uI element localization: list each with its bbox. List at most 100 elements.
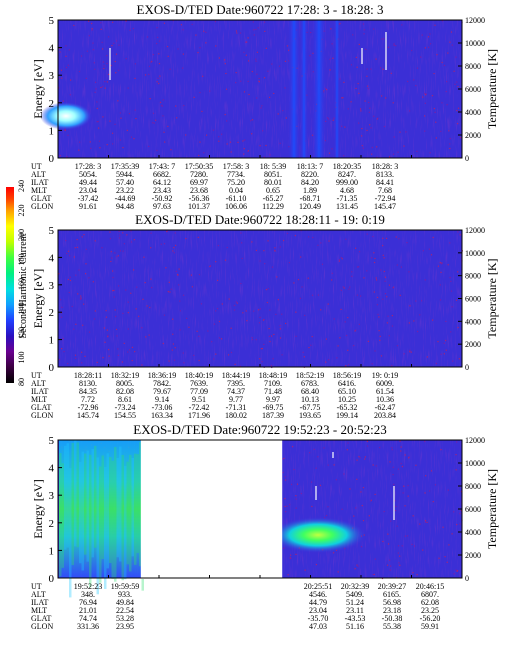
ephemeris-value: 23.68	[190, 186, 208, 195]
ephemeris-value: 145.47	[374, 202, 396, 211]
ephemeris-value: 21.01	[79, 606, 97, 615]
data-gap	[140, 439, 283, 579]
y-tick-label: 0	[49, 362, 55, 374]
ephemeris-row-label: MLT	[31, 606, 47, 615]
ephemeris-value: 76.94	[79, 598, 97, 607]
y2-tick-label: 6000	[465, 295, 481, 304]
ephemeris-row-label: GLON	[31, 411, 53, 420]
ephemeris-value: 8051.	[264, 170, 282, 179]
ephemeris-value: 51.16	[346, 622, 364, 631]
ephemeris-value: 9.51	[192, 395, 206, 404]
ephemeris-value: 57.40	[116, 178, 134, 187]
ephemeris-value: 5054.	[79, 170, 97, 179]
ephemeris-value: 131.45	[336, 202, 358, 211]
ephemeris-value: 933.	[118, 590, 132, 599]
ephemeris-value: 163.34	[151, 411, 173, 420]
ephemeris-value: -69.75	[263, 403, 284, 412]
ephemeris-value: 64.12	[153, 178, 171, 187]
ephemeris-value: 23.04	[309, 606, 327, 615]
ephemeris-value: 65.10	[338, 387, 356, 396]
colorbar-tick-label: 160	[17, 278, 26, 290]
ephemeris-value: 17:43: 7	[149, 162, 175, 171]
ephemeris-value: 18:56:19	[333, 371, 361, 380]
ephemeris-value: 180.02	[225, 411, 247, 420]
ephemeris-value: 10.13	[301, 395, 319, 404]
y-tick-label: 1	[49, 125, 55, 137]
y2-tick-label: 4000	[465, 528, 481, 537]
ephemeris-value: 84.35	[79, 387, 97, 396]
ephemeris-value: 10.36	[376, 395, 394, 404]
y-tick-label: 5	[49, 15, 55, 27]
ephemeris-value: 0.65	[266, 186, 280, 195]
ephemeris-value: 18:44:19	[222, 371, 250, 380]
ephemeris-value: 84.20	[301, 178, 319, 187]
spectrogram-panel-2: EXOS-D/TED Date:960722 18:28:11 - 19: 0:…	[31, 212, 499, 420]
ephemeris-value: 4.68	[340, 186, 354, 195]
ephemeris-value: 19:59:59	[111, 582, 139, 591]
ephemeris-row-label: MLT	[31, 395, 47, 404]
ephemeris-value: 19:52:23	[74, 582, 102, 591]
y2-tick-label: 12000	[465, 226, 485, 235]
ephemeris-value: 9.77	[229, 395, 243, 404]
ephemeris-value: 1.89	[303, 186, 317, 195]
colorbar-tick-label: 140	[17, 303, 26, 315]
ephemeris-value: -73.06	[152, 403, 173, 412]
ephemeris-value: 23.18	[383, 606, 401, 615]
colorbar-tick-label: 240	[17, 180, 26, 192]
ephemeris-value: 6416.	[338, 379, 356, 388]
ephemeris-value: 56.98	[383, 598, 401, 607]
ephemeris-value: 55.38	[383, 622, 401, 631]
heatmap-hotspot	[270, 517, 366, 553]
ephemeris-value: -61.10	[226, 194, 247, 203]
colorbar-scale	[6, 187, 14, 383]
y2-tick-label: 12000	[465, 16, 485, 25]
ephemeris-value: 80.01	[264, 178, 282, 187]
ephemeris-row-label: ILAT	[31, 598, 48, 607]
ephemeris-row-label: ALT	[31, 590, 46, 599]
ephemeris-value: 10.25	[338, 395, 356, 404]
y2-axis-label: Temperature [K]	[485, 49, 499, 129]
ephemeris-value: 59.91	[421, 622, 439, 631]
y-tick-label: 3	[49, 280, 55, 292]
ephemeris-value: 203.84	[374, 411, 396, 420]
ephemeris-value: 17:28: 3	[75, 162, 101, 171]
y-tick-label: 5	[49, 225, 55, 237]
ephemeris-value: -35.70	[308, 614, 329, 623]
colorbar-tick-label: 120	[17, 327, 26, 339]
ephemeris-value: 79.67	[153, 387, 171, 396]
ephemeris-value: 20:46:15	[416, 582, 444, 591]
ephemeris-value: 74.74	[79, 614, 97, 623]
y2-tick-label: 12000	[465, 436, 485, 445]
ephemeris-value: 74.37	[227, 387, 245, 396]
ephemeris-value: 6009.	[376, 379, 394, 388]
ephemeris-value: 17:58: 3	[223, 162, 249, 171]
ephemeris-value: 18:36:19	[148, 371, 176, 380]
ephemeris-value: 112.29	[262, 202, 284, 211]
ephemeris-value: 23.22	[116, 186, 134, 195]
colorbar-tick-label: 200	[17, 229, 26, 241]
y2-tick-label: 10000	[465, 459, 485, 468]
ephemeris-value: 6807.	[421, 590, 439, 599]
colorbar-ticks: 240 220 200 180 160 140 120 100 80	[17, 180, 26, 386]
ephemeris-value: 7.72	[81, 395, 95, 404]
colorbar: 240 220 200 180 160 140 120 100 80 Second Harmon…	[6, 180, 29, 386]
ephemeris-value: 69.97	[190, 178, 208, 187]
ephemeris-value: -72.96	[78, 403, 99, 412]
ephemeris-row-label: GLAT	[31, 403, 52, 412]
ephemeris-value: -50.92	[152, 194, 173, 203]
ephemeris-value: 9.97	[266, 395, 280, 404]
ephemeris-value: 18: 5:39	[260, 162, 286, 171]
ephemeris-value: 17:50:35	[185, 162, 213, 171]
y2-tick-label: 10000	[465, 249, 485, 258]
y-axis-label: Energy [eV]	[31, 59, 45, 118]
ephemeris-value: 20:39:27	[378, 582, 406, 591]
ephemeris-value: 53.28	[116, 614, 134, 623]
colorbar-tick-label: 180	[17, 254, 26, 266]
y2-tick-label: 0	[465, 574, 469, 583]
y-tick-label: 3	[49, 70, 55, 82]
ephemeris-value: 171.96	[188, 411, 210, 420]
ephemeris-value: 5944.	[116, 170, 134, 179]
ephemeris-row-label: ILAT	[31, 178, 48, 187]
y-tick-label: 3	[49, 490, 55, 502]
